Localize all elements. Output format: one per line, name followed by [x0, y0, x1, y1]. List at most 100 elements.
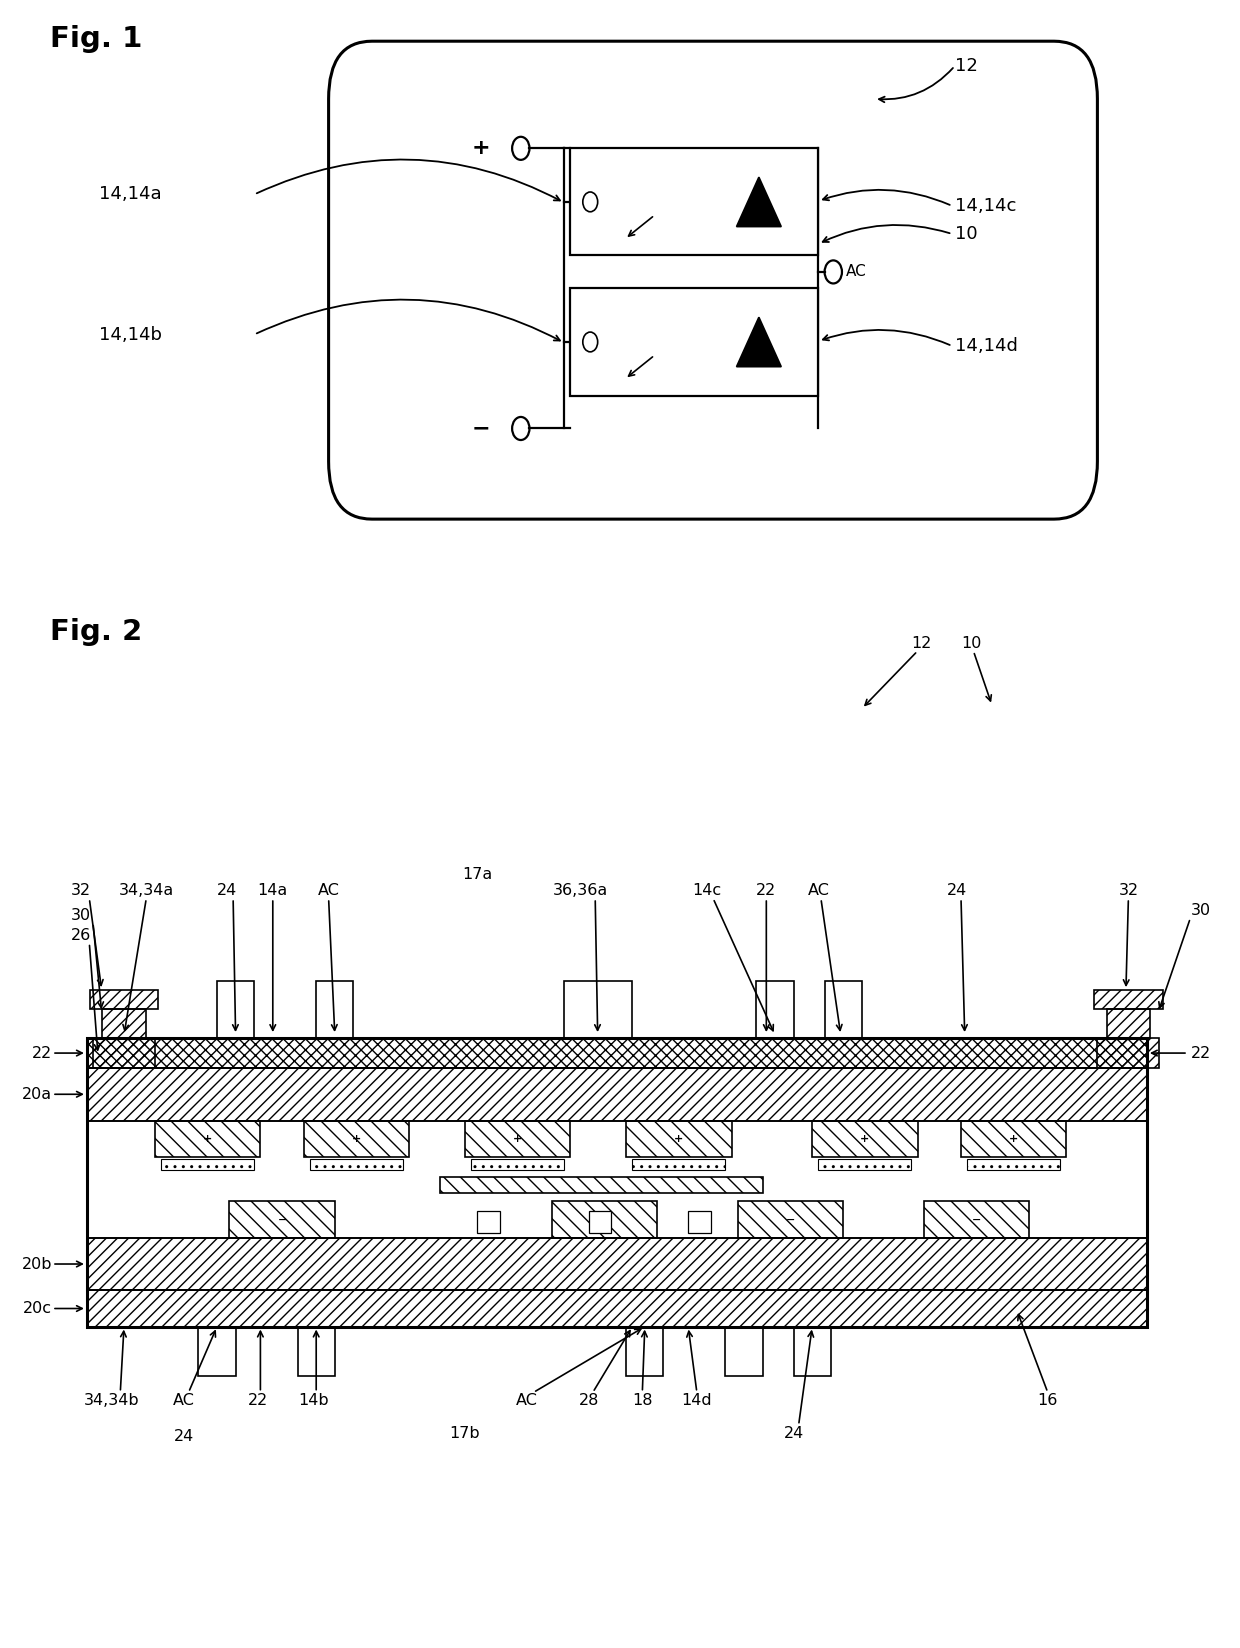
Text: 14a: 14a — [258, 883, 288, 898]
Text: 14,14a: 14,14a — [99, 186, 162, 203]
Bar — [825, 981, 862, 1038]
Bar — [626, 1121, 732, 1157]
Text: AC: AC — [846, 264, 867, 280]
Text: 17b: 17b — [450, 1426, 480, 1440]
Bar — [1107, 1009, 1151, 1038]
Text: 24: 24 — [784, 1426, 804, 1440]
Text: AC: AC — [317, 883, 340, 898]
Text: 30: 30 — [1190, 903, 1210, 918]
Text: +: + — [1009, 1134, 1018, 1144]
Text: Fig. 2: Fig. 2 — [50, 618, 141, 646]
Text: 32: 32 — [71, 883, 91, 898]
Bar — [229, 1201, 335, 1238]
Text: 34,34b: 34,34b — [84, 1393, 139, 1407]
Text: 22: 22 — [756, 883, 776, 898]
Text: +: + — [471, 138, 490, 158]
Bar — [217, 981, 254, 1038]
FancyBboxPatch shape — [329, 41, 1097, 519]
Bar — [477, 1211, 500, 1233]
Text: 28: 28 — [579, 1393, 599, 1407]
Text: +: + — [675, 1134, 683, 1144]
Text: 30: 30 — [71, 908, 91, 923]
Bar — [89, 990, 159, 1009]
Bar — [102, 1009, 146, 1038]
Text: AC: AC — [516, 1393, 538, 1407]
Polygon shape — [737, 178, 781, 227]
Text: 36,36a: 36,36a — [553, 883, 608, 898]
Bar — [1097, 1038, 1159, 1068]
Text: 10: 10 — [955, 226, 977, 242]
Bar — [756, 981, 794, 1038]
Bar — [87, 1238, 1147, 1290]
Bar — [161, 1159, 254, 1170]
Text: −: − — [600, 1215, 609, 1224]
Bar — [1095, 990, 1163, 1009]
Bar — [794, 1327, 831, 1376]
Text: 20a: 20a — [22, 1086, 52, 1103]
Bar — [589, 1211, 611, 1233]
Text: 20b: 20b — [21, 1256, 52, 1272]
Text: +: + — [352, 1134, 361, 1144]
Text: Fig. 1: Fig. 1 — [50, 25, 141, 53]
Text: 14,14c: 14,14c — [955, 198, 1016, 214]
Text: 14,14d: 14,14d — [955, 338, 1018, 354]
Text: 12: 12 — [955, 58, 977, 74]
Bar — [961, 1121, 1066, 1157]
Bar — [310, 1159, 403, 1170]
Text: +: + — [203, 1134, 212, 1144]
Polygon shape — [737, 318, 781, 368]
Text: 24: 24 — [217, 883, 237, 898]
Text: 26: 26 — [71, 928, 91, 943]
Text: 18: 18 — [632, 1393, 652, 1407]
Text: 14b: 14b — [299, 1393, 329, 1407]
Text: AC: AC — [807, 883, 830, 898]
Text: 24: 24 — [174, 1429, 193, 1444]
Bar — [316, 981, 353, 1038]
Text: 34,34a: 34,34a — [119, 883, 174, 898]
Text: +: + — [861, 1134, 869, 1144]
Bar — [465, 1121, 570, 1157]
Bar — [632, 1159, 725, 1170]
Text: 22: 22 — [32, 1045, 52, 1061]
Bar — [812, 1121, 918, 1157]
Text: −: − — [471, 419, 490, 438]
Text: 12: 12 — [911, 636, 931, 651]
Bar — [93, 1038, 155, 1068]
Text: +: + — [513, 1134, 522, 1144]
Text: 10: 10 — [961, 636, 981, 651]
Bar — [552, 1201, 657, 1238]
Text: 32: 32 — [1118, 883, 1138, 898]
Bar — [564, 981, 632, 1038]
Bar — [440, 1177, 763, 1193]
Text: 24: 24 — [947, 883, 967, 898]
Bar — [738, 1201, 843, 1238]
Bar — [87, 1290, 1147, 1327]
Bar — [924, 1201, 1029, 1238]
Text: 22: 22 — [1190, 1045, 1210, 1061]
Bar — [818, 1159, 911, 1170]
Bar — [155, 1121, 260, 1157]
Bar — [87, 1038, 1147, 1068]
Bar — [725, 1327, 763, 1376]
Bar — [471, 1159, 564, 1170]
Bar — [198, 1327, 236, 1376]
Text: 17a: 17a — [463, 867, 492, 882]
Text: 14c: 14c — [692, 883, 722, 898]
Bar — [304, 1121, 409, 1157]
Text: −: − — [278, 1215, 286, 1224]
Text: 20c: 20c — [24, 1300, 52, 1317]
Bar — [87, 1068, 1147, 1121]
Text: 16: 16 — [1038, 1393, 1058, 1407]
Text: 14,14b: 14,14b — [99, 326, 162, 343]
Text: 22: 22 — [248, 1393, 268, 1407]
Bar — [298, 1327, 335, 1376]
Text: 14d: 14d — [682, 1393, 712, 1407]
Bar — [570, 288, 818, 396]
Text: −: − — [972, 1215, 981, 1224]
Bar — [626, 1327, 663, 1376]
Text: −: − — [786, 1215, 795, 1224]
Bar — [688, 1211, 711, 1233]
Text: AC: AC — [172, 1393, 195, 1407]
Bar — [967, 1159, 1060, 1170]
Bar — [87, 1038, 1147, 1327]
